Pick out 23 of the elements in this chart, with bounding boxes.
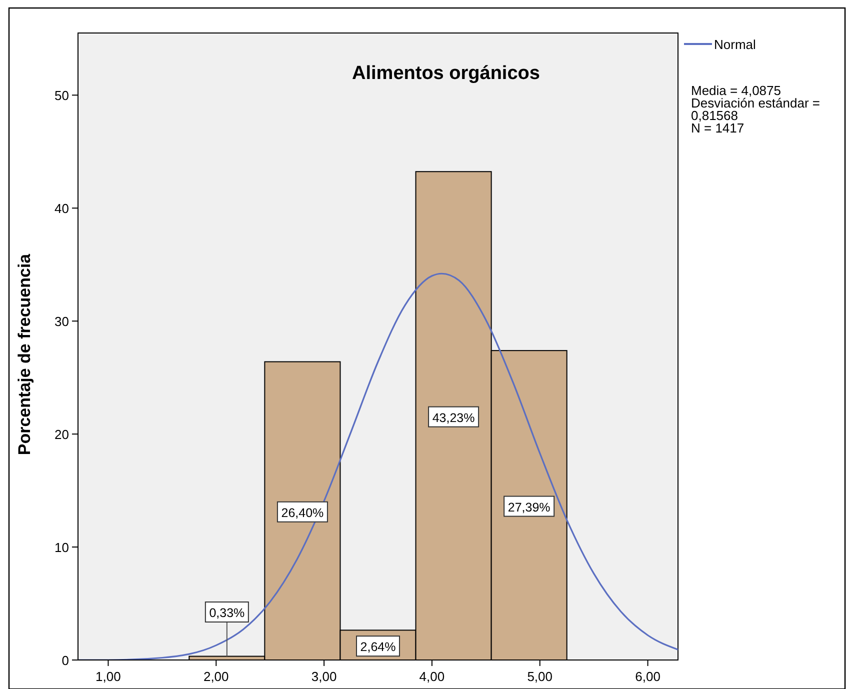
y-tick-label: 10 <box>54 540 69 556</box>
legend-label: Normal <box>714 37 756 52</box>
x-tick-label: 6,00 <box>635 669 660 684</box>
text: N = 1417 <box>691 120 744 136</box>
y-tick-label: 20 <box>54 427 69 442</box>
data-label: 2,64% <box>360 640 396 654</box>
data-label: 27,39% <box>508 500 550 514</box>
y-tick-label: 30 <box>54 314 69 330</box>
text: Desviación estándar = 0,81568 <box>691 96 820 123</box>
y-axis-title: Porcentaje de frecuencia <box>15 253 34 456</box>
text: Media = 4,0875 <box>691 83 781 98</box>
x-tick-label: 2,00 <box>203 669 229 684</box>
x-tick-label: 3,00 <box>311 669 337 684</box>
y-tick-label: 40 <box>54 201 69 216</box>
data-label: 0,33% <box>209 606 245 620</box>
x-tick-label: 5,00 <box>527 669 553 684</box>
data-label: 26,40% <box>281 506 324 520</box>
text: Alimentos orgánicos <box>352 63 540 84</box>
x-tick-label: 4,00 <box>419 669 445 684</box>
data-label: 43,23% <box>432 410 475 425</box>
x-tick-label: 1,00 <box>96 669 121 684</box>
y-tick-label: 0 <box>62 653 69 668</box>
y-tick-label: 50 <box>54 88 69 104</box>
